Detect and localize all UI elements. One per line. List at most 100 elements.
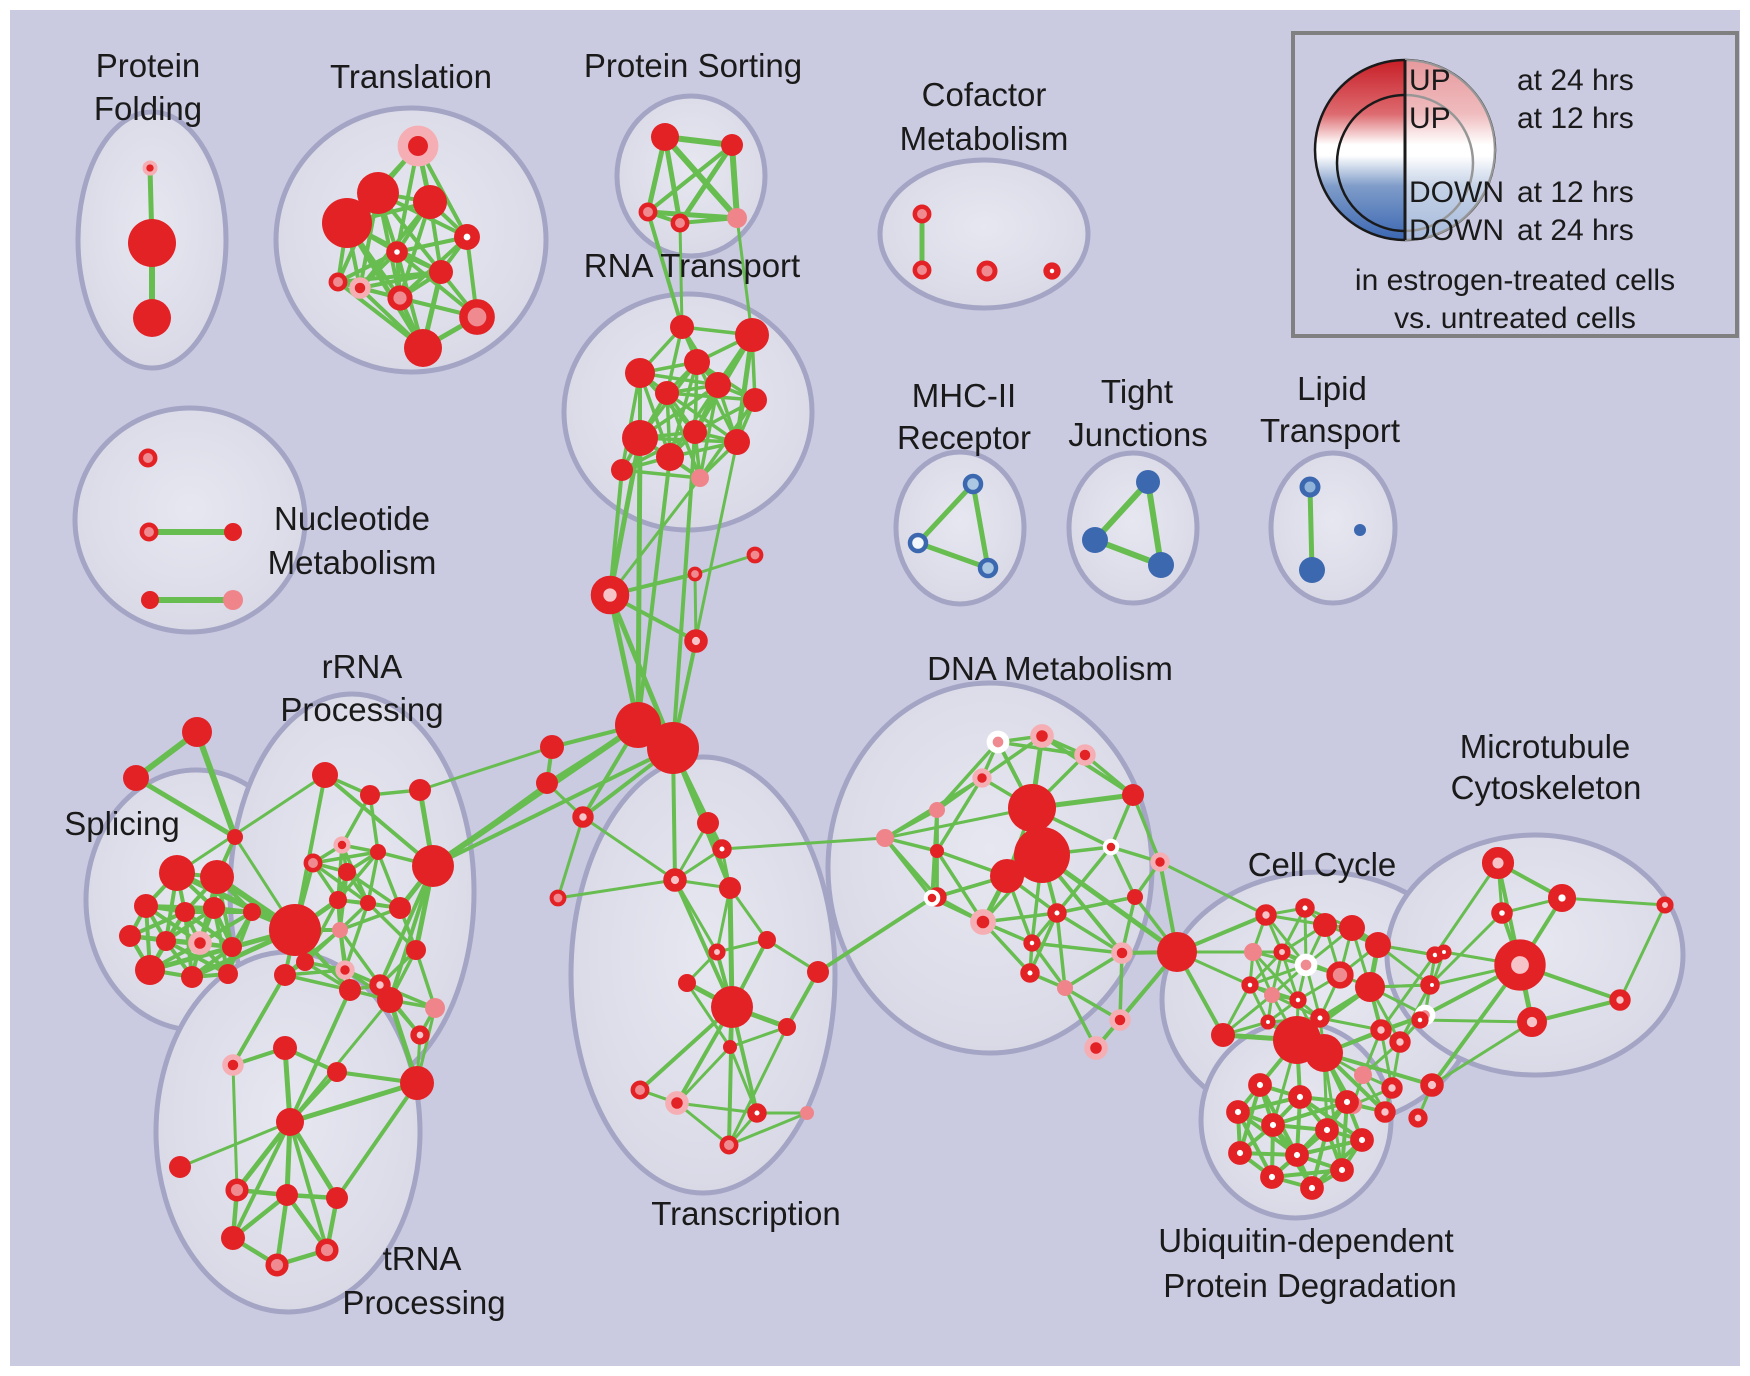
cluster-label-microtubule-cytoskeleton: Cytoskeleton <box>1451 769 1642 806</box>
graph-node <box>1023 934 1041 952</box>
graph-node <box>719 877 741 899</box>
graph-node <box>139 522 159 542</box>
legend-row-0-time: at 24 hrs <box>1517 64 1634 97</box>
graph-node <box>357 172 399 214</box>
graph-node <box>711 986 753 1028</box>
graph-node <box>138 448 158 468</box>
graph-edge <box>935 849 985 924</box>
graph-node <box>1420 1073 1444 1097</box>
graph-node <box>1285 1143 1309 1167</box>
graph-node <box>369 974 391 996</box>
graph-node <box>338 863 356 881</box>
graph-edge <box>1118 951 1124 1022</box>
cluster-label-tight-junctions: Junctions <box>1068 416 1207 453</box>
graph-node <box>296 953 314 971</box>
graph-node <box>400 1066 434 1100</box>
graph-edge <box>1428 911 1504 987</box>
graph-node <box>326 1187 348 1209</box>
graph-edge <box>323 773 435 868</box>
legend-row-3-direction: DOWN <box>1409 214 1504 247</box>
graph-node <box>1370 1019 1392 1041</box>
graph-edge <box>607 592 676 751</box>
graph-node <box>1294 953 1318 977</box>
graph-edge <box>734 332 755 445</box>
graph-node <box>222 937 242 957</box>
cluster-label-microtubule-cytoskeleton: Microtubule <box>1460 728 1631 765</box>
graph-node <box>181 966 203 988</box>
graph-node <box>322 198 372 248</box>
cluster-label-nucleotide-metabolism: Nucleotide <box>274 500 430 537</box>
graph-node <box>1030 724 1054 748</box>
graph-edge <box>608 468 624 597</box>
graph-edge <box>607 435 643 598</box>
graph-node <box>708 943 726 961</box>
graph-node <box>389 897 411 919</box>
graph-node <box>1374 1101 1396 1123</box>
graph-edge <box>727 1111 809 1147</box>
graph-edge <box>1322 1051 1344 1172</box>
graph-node <box>912 204 932 224</box>
legend-box <box>1291 31 1739 338</box>
graph-edge <box>288 1120 329 1252</box>
graph-node <box>1261 1113 1285 1137</box>
graph-node <box>638 202 658 222</box>
graph-node <box>1339 915 1365 941</box>
graph-edge <box>1530 998 1622 1024</box>
graph-node <box>387 285 413 311</box>
graph-edge <box>432 782 548 867</box>
graph-node <box>1354 524 1366 536</box>
graph-node <box>1255 904 1277 926</box>
graph-node <box>1411 1011 1429 1029</box>
cluster-label-ubiquitin-degradation: Ubiquitin-dependent <box>1158 1222 1453 1259</box>
graph-node <box>1122 784 1144 806</box>
graph-node <box>327 1062 347 1082</box>
graph-node <box>1494 939 1546 991</box>
graph-edge <box>1055 911 1067 990</box>
graph-node <box>1082 527 1108 553</box>
graph-node <box>986 730 1010 754</box>
graph-edge <box>287 1119 340 1201</box>
cluster-label-translation: Translation <box>330 58 492 95</box>
graph-node <box>1350 1128 1374 1152</box>
graph-edge <box>727 1005 734 1147</box>
cluster-labels: Protein Folding Translation Protein Sorting… <box>64 47 1641 1321</box>
graph-edge <box>646 143 734 214</box>
legend-row-1-direction: UP <box>1409 102 1451 135</box>
graph-node <box>1299 476 1321 498</box>
graph-edge <box>231 1063 239 1192</box>
graph-node <box>1084 1036 1108 1060</box>
graph-node <box>315 1238 339 1262</box>
graph-node <box>119 925 141 947</box>
graph-node <box>929 802 945 818</box>
graph-node <box>1355 972 1385 1002</box>
graph-node <box>1127 889 1143 905</box>
graph-node <box>977 557 999 579</box>
graph-node <box>169 1156 191 1178</box>
graph-edge <box>1158 860 1268 917</box>
graph-edge <box>662 134 740 221</box>
graph-node <box>332 922 348 938</box>
graph-edge <box>556 815 585 900</box>
graph-node <box>1248 1073 1272 1097</box>
graph-edge <box>1433 861 1500 957</box>
graph-node <box>175 902 195 922</box>
graph-edge <box>1418 1018 1534 1024</box>
graph-node <box>723 1040 737 1054</box>
graph-node <box>712 839 732 859</box>
graph-edge <box>194 729 238 840</box>
graph-node <box>274 964 296 986</box>
graph-node <box>912 260 932 280</box>
graph-node <box>670 315 694 339</box>
graph-node <box>1148 552 1174 578</box>
graph-edge <box>980 734 1044 780</box>
graph-node <box>1102 838 1120 856</box>
graph-node <box>1330 1158 1354 1182</box>
graph-node <box>549 889 567 907</box>
graph-edge <box>283 973 352 992</box>
graph-node <box>1226 1100 1250 1124</box>
graph-edge <box>1236 1110 1274 1179</box>
graph-node <box>1014 827 1070 883</box>
graph-node <box>406 940 426 960</box>
cluster-label-tight-junctions: Tight <box>1101 373 1173 410</box>
